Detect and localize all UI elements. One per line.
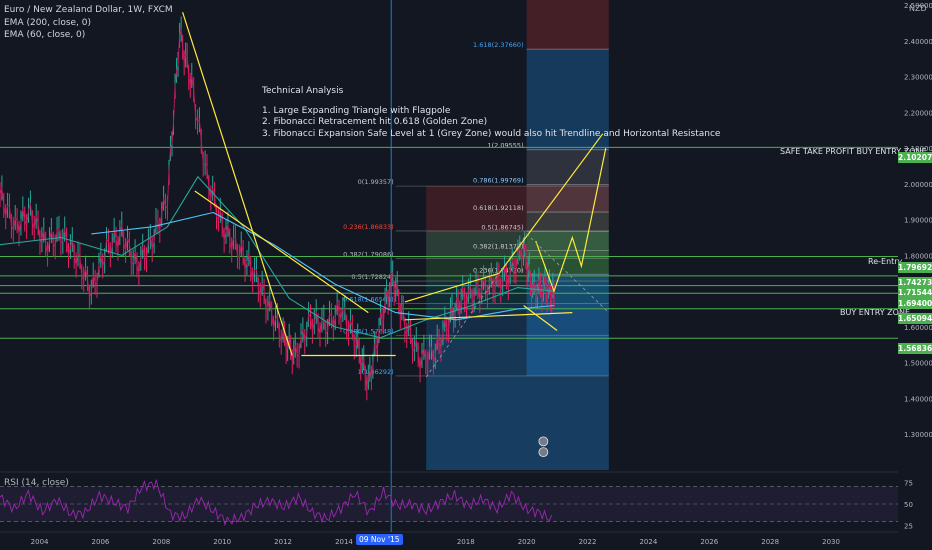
x-tick-2012: 2012: [274, 538, 292, 546]
fib-ret-label-0: 0(1.99357): [358, 178, 394, 186]
fib-ret-label-1: 0.236(1.86833): [343, 223, 394, 231]
y-tick-1.90000: 1.90000: [904, 217, 932, 225]
fib-ret-zone-0: [426, 186, 609, 231]
event-marker-icon-0: [538, 436, 549, 447]
ema200-legend: EMA (200, close, 0): [4, 18, 92, 28]
fib-exp-label-4: 0.5(1.86745): [481, 223, 523, 231]
fib-exp-label-5: 0.382(1.81370): [473, 242, 524, 250]
trend-line-6: [523, 305, 558, 331]
projection-dashed-1: [425, 233, 527, 378]
analysis-title: Technical Analysis: [262, 86, 344, 96]
ema60-line: [0, 176, 555, 339]
x-tick-2026: 2026: [700, 538, 718, 546]
fib-exp-zone-top: [526, 0, 609, 50]
x-tick-2006: 2006: [92, 538, 110, 546]
y-tick-2.40000: 2.40000: [904, 38, 932, 46]
trend-line-4: [404, 312, 573, 321]
x-tick-2024: 2024: [639, 538, 657, 546]
trend-line-5: [498, 133, 604, 274]
trend-line-0: [182, 12, 293, 356]
x-tick-2010: 2010: [213, 538, 231, 546]
analysis-point-3: 3. Fibonacci Expansion Safe Level at 1 (…: [262, 128, 721, 139]
fib-exp-label-1: 1(2.09555): [488, 142, 524, 150]
price-axis-bg: [898, 0, 932, 550]
trend-line-7: [535, 147, 607, 294]
rsi-legend: RSI (14, close): [4, 478, 69, 488]
x-tick-2014: 2014: [335, 538, 353, 546]
y-tick-1.80000: 1.80000: [904, 252, 932, 260]
x-tick-2028: 2028: [761, 538, 779, 546]
fib-exp-label-3: 0.618(1.92118): [473, 204, 524, 212]
x-tick-2030: 2030: [822, 538, 840, 546]
y-tick-1.60000: 1.60000: [904, 324, 932, 332]
price-label-1.74273: 1.74273: [898, 277, 932, 288]
fib-exp-label-2: 0.786(1.99769): [473, 177, 524, 185]
fib-ret-label-3: 0.5(1.72824): [351, 273, 393, 281]
rsi-tick-25: 25: [904, 523, 913, 531]
y-tick-2.00000: 2.00000: [904, 181, 932, 189]
analysis-note: Technical Analysis 1. Large Expanding Tr…: [262, 86, 720, 140]
analysis-point-2: 2. Fibonacci Retracement hit 0.618 (Gold…: [262, 117, 488, 127]
price-label-1.65094: 1.65094: [898, 313, 932, 324]
trend-line-3: [404, 272, 500, 303]
price-line: [0, 28, 555, 389]
fib-exp-zone-blue: [526, 49, 609, 150]
fib-ret-label-2: 0.382(1.79086): [343, 251, 394, 259]
y-tick-1.40000: 1.40000: [904, 395, 932, 403]
y-tick-2.30000: 2.30000: [904, 74, 932, 82]
fib-ret-label-5: 0.786(1.57648): [343, 327, 394, 335]
fib-exp-label-0: 1.618(2.37660): [473, 41, 524, 49]
ema200-line: [91, 211, 555, 321]
fib-exp-label-6: 0.236(1.74720): [473, 266, 524, 274]
analysis-point-1: 1. Large Expanding Triangle with Flagpol…: [262, 105, 451, 116]
x-tick-2008: 2008: [152, 538, 170, 546]
fib-ret-zone-5: [426, 335, 609, 376]
crosshair-date-badge: 09 Nov '15: [356, 534, 403, 545]
y-tick-2.20000: 2.20000: [904, 109, 932, 117]
currency-label: NZD: [909, 4, 927, 13]
price-label-1.69400: 1.69400: [898, 298, 932, 309]
rsi-tick-50: 50: [904, 501, 913, 509]
price-label-1.56836: 1.56836: [898, 343, 932, 354]
x-tick-2022: 2022: [579, 538, 597, 546]
trend-line-1: [194, 190, 369, 314]
price-label-2.10207: 2.10207: [898, 152, 932, 163]
y-tick-1.50000: 1.50000: [904, 360, 932, 368]
reentry-annotation: Re-Entry: [868, 257, 903, 266]
fib-ret-label-6: 1(1.46292): [358, 368, 394, 376]
x-tick-2004: 2004: [31, 538, 49, 546]
buy-entry-annotation: BUY ENTRY ZONE: [840, 308, 910, 317]
symbol-title: Euro / New Zealand Dollar, 1W, FXCM: [4, 5, 173, 15]
x-tick-2018: 2018: [457, 538, 475, 546]
fib-ret-zone-bottom: [426, 375, 527, 470]
projection-dashed-2: [526, 233, 610, 313]
ema60-legend: EMA (60, close, 0): [4, 30, 86, 40]
rsi-tick-75: 75: [904, 479, 913, 487]
fib-exp-zone-teal: [526, 212, 609, 232]
y-tick-2.50000: 2.50000: [904, 2, 932, 10]
price-label-1.71544: 1.71544: [898, 287, 932, 298]
price-label-1.79692: 1.79692: [898, 262, 932, 273]
y-tick-2.10000: 2.10000: [904, 145, 932, 153]
rsi-line: [0, 479, 553, 527]
event-marker-icon-1: [538, 447, 549, 458]
x-tick-2020: 2020: [518, 538, 536, 546]
safe-tp-annotation: SAFE TAKE PROFIT BUY ENTRY ZONE: [780, 147, 927, 156]
y-tick-1.30000: 1.30000: [904, 431, 932, 439]
